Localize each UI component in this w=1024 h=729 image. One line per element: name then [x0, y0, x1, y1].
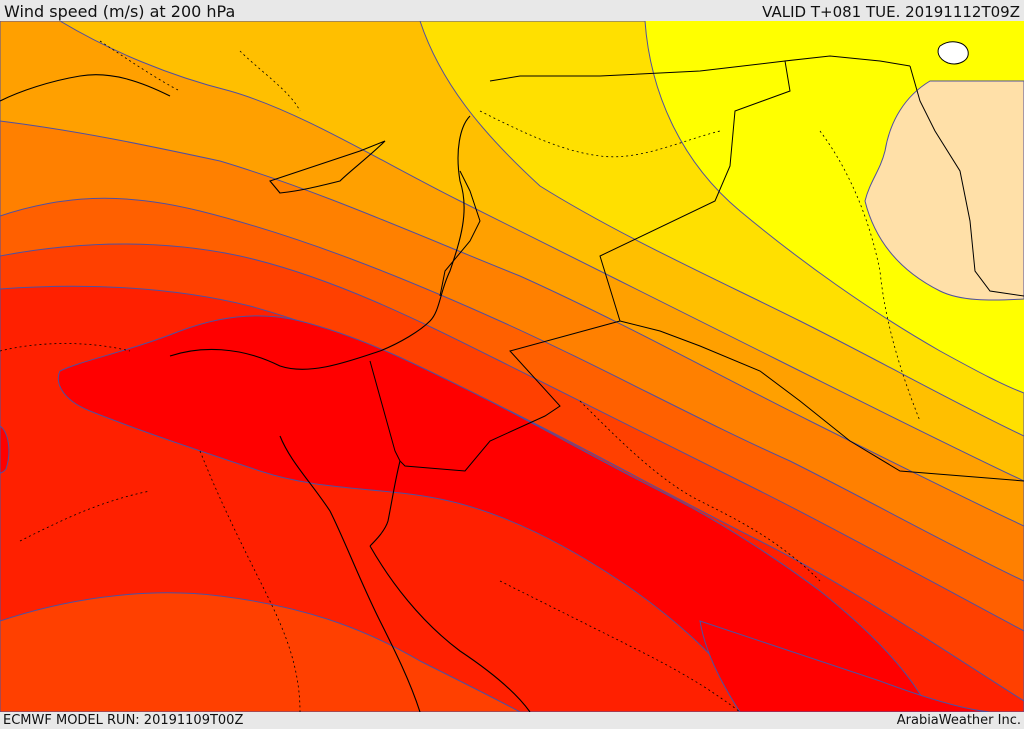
band-9-jet-core [57, 315, 931, 712]
map-header: Wind speed (m/s) at 200 hPa VALID T+081 … [0, 0, 1024, 21]
map-canvas [0, 21, 1024, 712]
wind-speed-map [0, 21, 1024, 712]
band-9-west [0, 425, 10, 474]
band-7-southwest [0, 592, 521, 712]
band-9-jet-tail [699, 620, 991, 712]
coastlines [0, 74, 531, 712]
map-title: Wind speed (m/s) at 200 hPa [4, 2, 236, 21]
country-borders [369, 55, 1024, 482]
lake-shape [937, 41, 969, 65]
model-run: ECMWF MODEL RUN: 20191109T00Z [3, 713, 244, 728]
province-boundaries [0, 40, 921, 712]
band-pale [864, 80, 1024, 301]
provider-credit: ArabiaWeather Inc. [896, 713, 1021, 728]
valid-time: VALID T+081 TUE. 20191112T09Z [762, 3, 1020, 21]
map-footer: ECMWF MODEL RUN: 20191109T00Z ArabiaWeat… [0, 712, 1024, 729]
